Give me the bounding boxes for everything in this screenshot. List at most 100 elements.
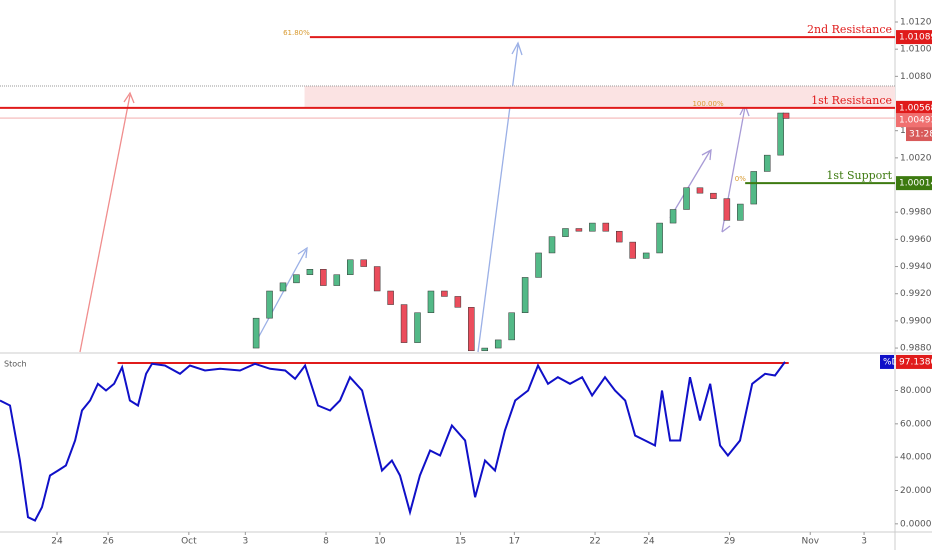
candle-body bbox=[252, 317, 260, 349]
level-price-box bbox=[896, 176, 932, 191]
y-tick-label: 1.00800 bbox=[900, 72, 932, 82]
x-tick-label: 3 bbox=[242, 537, 248, 547]
candle-body bbox=[373, 266, 381, 292]
candle-body bbox=[293, 274, 300, 284]
level-price: 1.00014 bbox=[899, 179, 932, 189]
candle-body bbox=[347, 259, 354, 275]
candle-body bbox=[656, 222, 663, 254]
candle-body bbox=[737, 203, 744, 221]
candle-body bbox=[575, 228, 583, 232]
candle-body bbox=[508, 312, 515, 341]
y-tick-label: 0.0000 bbox=[900, 519, 932, 529]
x-tick-label: 22 bbox=[589, 537, 600, 547]
x-tick-label: 10 bbox=[374, 537, 386, 547]
candle-body bbox=[782, 112, 790, 119]
candle-body bbox=[696, 187, 704, 194]
arrow-head bbox=[701, 148, 712, 161]
candle-body bbox=[360, 259, 367, 267]
candle-body bbox=[589, 222, 596, 232]
legend-name-box bbox=[880, 354, 894, 369]
candle-body bbox=[306, 269, 314, 275]
level-price: 1.00568 bbox=[899, 103, 932, 113]
candle-body bbox=[279, 282, 287, 292]
fib-tag: 0% bbox=[735, 175, 746, 183]
x-tick-label: 24 bbox=[51, 537, 63, 547]
candle-body bbox=[400, 304, 408, 343]
candle-body bbox=[266, 290, 273, 319]
legend-name: %D bbox=[883, 357, 899, 367]
candle-body bbox=[521, 277, 529, 313]
candle-body bbox=[468, 307, 475, 352]
x-tick-label: 24 bbox=[643, 537, 655, 547]
candle-body bbox=[494, 339, 502, 349]
x-tick-label: 26 bbox=[102, 537, 114, 547]
candle-body bbox=[414, 312, 421, 343]
candle-body bbox=[642, 252, 650, 259]
fib-tag: 100.00% bbox=[692, 100, 723, 108]
arrow-head bbox=[511, 41, 523, 56]
x-tick-label: 8 bbox=[323, 537, 329, 547]
candle-body bbox=[387, 290, 394, 305]
candle-body bbox=[481, 347, 489, 352]
y-tick-label: 1.01000 bbox=[900, 45, 932, 55]
candle-body bbox=[669, 209, 677, 224]
candle-body bbox=[616, 230, 623, 243]
y-tick-label: 20.0000 bbox=[900, 486, 932, 496]
indicator-title: Stoch bbox=[4, 360, 27, 369]
arrow-head bbox=[123, 91, 135, 104]
candle-body bbox=[723, 198, 731, 221]
candle-body bbox=[602, 222, 610, 232]
candle-body bbox=[333, 274, 341, 286]
resistance-zone bbox=[304, 85, 895, 108]
y-tick-label: 1.01200 bbox=[900, 18, 932, 28]
arrow-head bbox=[297, 246, 308, 259]
y-tick-label: 0.98800 bbox=[900, 344, 932, 354]
x-tick-label: 15 bbox=[455, 537, 466, 547]
arrow bbox=[256, 249, 307, 341]
x-tick-label: Nov bbox=[801, 537, 819, 547]
fib-tag: 61.80% bbox=[283, 29, 310, 37]
countdown-box bbox=[906, 127, 932, 142]
stoch-line bbox=[0, 361, 786, 522]
candle-body bbox=[441, 290, 448, 297]
x-tick-label: 17 bbox=[509, 537, 520, 547]
arrow bbox=[669, 150, 711, 219]
candle-body bbox=[763, 154, 771, 172]
level-price-box bbox=[896, 30, 932, 45]
last-value: 97.1380 bbox=[899, 357, 932, 367]
candle-body bbox=[427, 290, 435, 313]
arrow bbox=[79, 94, 131, 353]
candle-body bbox=[710, 192, 717, 199]
x-tick-label: 3 bbox=[861, 537, 867, 547]
level-price-box bbox=[896, 100, 932, 115]
candle-body bbox=[750, 171, 758, 205]
y-tick-label: 80.0000 bbox=[900, 386, 932, 396]
candle-body bbox=[454, 296, 462, 308]
y-tick-label: 1. bbox=[900, 126, 909, 136]
current-price-box bbox=[896, 113, 932, 128]
x-tick-label: 29 bbox=[724, 537, 736, 547]
y-tick-label: 40.0000 bbox=[900, 453, 932, 463]
y-tick-label: 60.0000 bbox=[900, 419, 932, 429]
countdown: 31:28 bbox=[909, 130, 932, 140]
level-label: 2nd Resistance bbox=[807, 23, 892, 36]
arrow-tail bbox=[721, 225, 731, 233]
candle-body bbox=[535, 252, 542, 278]
candle-body bbox=[548, 236, 556, 254]
level-label: 1st Support bbox=[826, 169, 892, 182]
level-label: 1st Resistance bbox=[811, 94, 892, 107]
x-tick-label: Oct bbox=[181, 537, 197, 547]
candle-body bbox=[562, 228, 569, 237]
candle-body bbox=[777, 112, 784, 156]
level-price: 1.01089 bbox=[899, 33, 932, 43]
candle-body bbox=[320, 269, 327, 286]
